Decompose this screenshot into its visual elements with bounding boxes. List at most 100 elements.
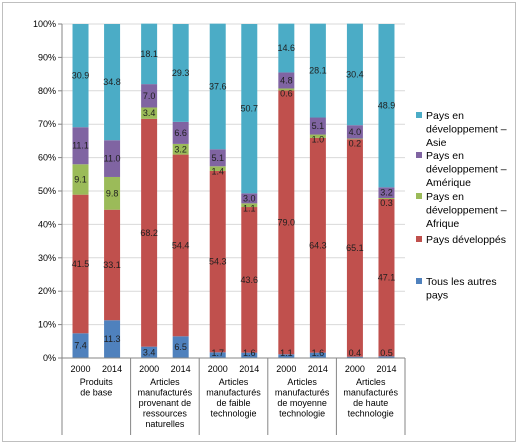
data-label: 7.0 [143,91,156,101]
data-label: 0.3 [380,198,393,208]
category-label: Articles [356,377,386,387]
category-label: de base [80,388,112,398]
stacked-bar-chart: 0% 10% 20% 30% 40% 50% 60% 70% 80% 90% 100% 7.4 41.… [33,19,507,435]
bar-segment [378,199,395,357]
legend-label: développement – [426,124,507,136]
bar-segment [378,356,395,358]
data-label: 43.6 [241,275,259,285]
bar-segment [346,125,363,139]
data-label: 79.0 [278,217,296,227]
bar-segment [346,139,363,357]
category-label: technologie [279,409,325,419]
category-label: provenant de [139,398,192,408]
legend-label: Pays développés [426,234,506,246]
data-label: 11.0 [104,154,121,164]
data-label: 4.0 [349,127,362,137]
bar-segment [309,23,326,118]
bar-segment [104,209,121,321]
data-label: 34.8 [103,77,121,87]
bar-segment [141,23,158,85]
data-label: 0.2 [349,139,362,149]
data-label: 50.7 [241,104,259,114]
data-label: 1.1 [243,203,256,213]
category-label: technologie [210,409,256,419]
bar-segment [309,352,326,358]
category-label: Articles [150,377,180,387]
data-label: 30.4 [346,69,364,79]
category-label: Produits [80,377,114,387]
bar-segment [104,140,121,177]
bar-segment [172,336,189,358]
bar-segment [378,198,395,200]
data-label: 9.8 [106,188,119,198]
data-label: 1.4 [211,166,224,176]
legend-label: Amérique [426,177,471,189]
category-label: Articles [219,377,249,387]
chart-frame: 0% 10% 20% 30% 40% 50% 60% 70% 80% 90% 100% 7.4 41.… [2,2,516,442]
bar-segment [141,84,158,108]
bar-segment [172,143,189,155]
bar-segment [72,164,89,195]
category-label: de haute [353,398,388,408]
category-label: ressources [143,409,188,419]
bar-segment [309,134,326,138]
data-label: 1.1 [280,348,293,358]
year-label: 2000 [139,364,159,374]
category-label: manufacturés [275,388,330,398]
legend-label: pays [426,290,448,302]
bar-segment [209,170,226,353]
y-tick-label: 100% [33,19,56,29]
data-label: 37.6 [209,81,227,91]
data-label: 29.3 [172,68,190,78]
legend-label: Pays en [426,150,464,162]
category-label: naturelles [145,419,185,429]
year-label: 2014 [102,364,122,374]
legend-swatch [416,236,422,242]
bar-segment [378,187,395,199]
bar-segment [104,320,121,358]
year-label: 2000 [276,364,296,374]
year-label: 2000 [71,364,91,374]
data-label: 1.6 [312,348,325,358]
data-label: 1.6 [243,348,256,358]
category-label: de moyenne [277,398,327,408]
data-label: 5.1 [211,153,224,163]
data-label: 28.1 [309,66,327,76]
bar-segment [104,24,121,141]
year-label: 2014 [376,364,396,374]
data-label: 18.1 [140,49,158,59]
data-label: 47.1 [378,273,396,283]
category-label: Articles [287,377,317,387]
legend-label: Asie [426,137,447,149]
bar-segment [72,127,89,165]
y-tick-label: 10% [38,320,56,330]
legend-label: Tous les autres [426,276,497,288]
bar-segment [209,352,226,358]
y-tick-label: 90% [38,52,56,62]
data-label: 1.0 [312,135,325,145]
data-label: 3.4 [143,347,156,357]
bar-segment [241,24,258,194]
data-label: 54.4 [172,240,190,250]
data-label: 5.1 [312,121,325,131]
bar-segment [346,23,363,126]
data-label: 0.5 [380,348,393,358]
category-label: de faible [216,398,250,408]
category-label: manufacturés [138,388,193,398]
bar-segment [346,356,363,358]
bar-segment [172,154,189,337]
bar-segment [172,24,189,122]
data-label: 65.1 [346,243,364,253]
category-label: technologie [348,409,394,419]
bar-segment [378,24,395,188]
data-label: 14.6 [278,43,296,53]
data-label: 30.9 [72,71,90,81]
data-labels: 7.4 41.5 9.1 11.1 30.9 11.3 33.1 9.8 11.0 34.8 3.4… [72,43,395,358]
bar-segment [241,203,258,208]
bar-segment [172,121,189,144]
data-label: 3.2 [380,188,393,198]
bar-segment [278,90,295,355]
data-label: 68.2 [140,228,158,238]
y-tick-label: 40% [38,219,56,229]
